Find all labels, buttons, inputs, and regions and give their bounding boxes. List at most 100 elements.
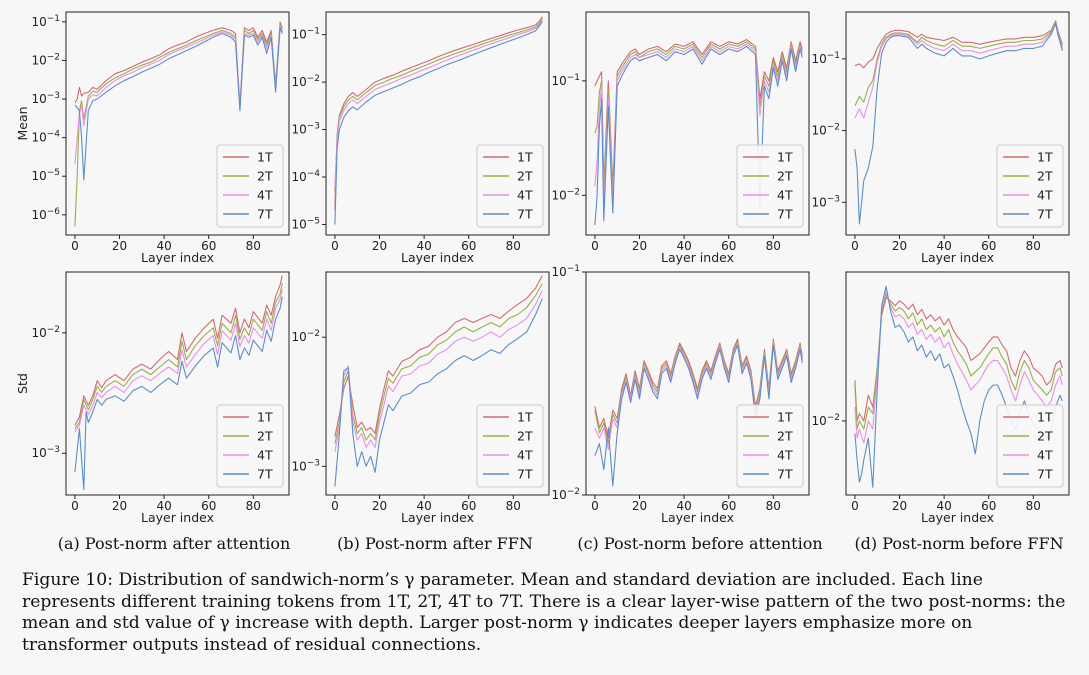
legend-label: 4T [257,188,273,203]
x-tick-label: 40 [156,499,171,513]
x-tick-label: 80 [246,239,261,253]
series-line-4T [854,291,1063,444]
chart-mean-a: 0 20 40 60 80 10−6 10−5 10−4 10−3 10−2 10−1 Layer i… [15,11,290,265]
series-line-2T [334,18,543,192]
x-tick-label: 60 [201,499,216,513]
figure-charts: 0 20 40 60 80 10−6 10−5 10−4 10−3 10−2 10−1 Layer i… [15,11,1070,525]
legend-label: 2T [257,169,273,184]
x-tick-label: 60 [981,499,996,513]
series-line-1T [334,275,543,437]
subcaption-a: (a) Post-norm after attention [57,534,291,553]
x-tick-label: 40 [416,499,431,513]
x-tick-label: 80 [1026,239,1041,253]
y-tick-label: 10−2 [811,123,840,138]
chart-std-a: 0 20 40 60 80 10−3 10−2 Layer index Std 1T 2T 4T 7T [15,271,290,525]
x-tick-label: 60 [201,239,216,253]
series-line-2T [74,23,283,227]
subcaption-c: (c) Post-norm before attention [577,534,823,553]
legend-label: 1T [1037,150,1053,165]
legend-label: 1T [257,410,273,425]
series-line-1T [854,20,1063,69]
x-tick-label: 60 [461,499,476,513]
legend: 1T 2T 4T 7T [476,404,544,488]
figure-caption-label: Figure 10: [22,570,114,590]
y-tick-label: 10−2 [31,52,60,67]
legend-label: 2T [1037,169,1053,184]
y-tick-label: 10−2 [551,187,580,202]
x-tick-label: 20 [112,239,127,253]
subcaption-d: (d) Post-norm before FFN [854,534,1064,553]
x-tick-label: 20 [372,499,387,513]
chart-mean-d: 0 20 40 60 80 10−3 10−2 10−1 Layer index 1T 2T 4T 7T [811,11,1070,265]
x-axis-label: Layer index [921,250,994,265]
legend-box [996,404,1064,488]
y-axis-label: Mean [15,106,30,140]
x-tick-label: 0 [851,239,859,253]
y-tick-label: 10−1 [31,14,60,29]
chart-std-d: 0 20 40 60 80 10−2 Layer index 1T 2T 4T 7T [811,271,1070,525]
series-line-7T [74,27,283,181]
y-tick-label: 10−2 [291,74,320,89]
x-tick-label: 40 [676,499,691,513]
legend-box [476,404,544,488]
series-line-2T [854,21,1063,107]
x-tick-label: 20 [892,239,907,253]
legend: 1T 2T 4T 7T [476,144,544,228]
x-tick-label: 0 [591,499,599,513]
y-tick-label: 10−3 [291,122,320,137]
x-tick-label: 0 [591,239,599,253]
legend-label: 1T [517,410,533,425]
y-tick-label: 10−6 [31,207,60,222]
series-line-7T [334,21,543,225]
legend-label: 7T [517,207,533,222]
legend-label: 2T [257,429,273,444]
legend-label: 4T [777,188,793,203]
legend-label: 2T [1037,429,1053,444]
x-tick-label: 80 [766,499,781,513]
legend-label: 7T [777,207,793,222]
legend-box [476,144,544,228]
series-line-2T [74,282,283,430]
series-line-4T [334,20,543,188]
legend-label: 1T [1037,410,1053,425]
x-axis-label: Layer index [401,250,474,265]
x-tick-label: 0 [71,239,79,253]
series-line-4T [854,22,1063,119]
series-line-2T [854,294,1063,430]
legend-label: 7T [1037,467,1053,482]
legend: 1T 2T 4T 7T [216,404,284,488]
series-line-7T [854,23,1063,225]
x-tick-label: 60 [461,239,476,253]
legend-label: 4T [777,448,793,463]
series-line-2T [334,283,543,444]
x-tick-label: 60 [721,499,736,513]
y-tick-label: 10−2 [291,329,320,344]
legend: 1T 2T 4T 7T [216,144,284,228]
x-tick-label: 20 [892,499,907,513]
y-tick-label: 10−4 [31,130,60,145]
y-tick-label: 10−2 [811,413,840,428]
series-line-7T [594,344,803,487]
legend-label: 1T [777,410,793,425]
legend-box [216,144,284,228]
legend-box [736,144,804,228]
series-line-7T [334,298,543,487]
figure-caption: Figure 10: Distribution of sandwich-norm… [22,570,1072,656]
legend-label: 7T [257,467,273,482]
series-line-1T [74,21,283,109]
chart-mean-b: 0 20 40 60 80 10−5 10−4 10−3 10−2 10−1 Layer index… [291,11,550,265]
subcaption-b: (b) Post-norm after FFN [337,534,533,553]
y-tick-label: 10−1 [551,264,580,279]
x-axis-label: Layer index [661,510,734,525]
x-tick-label: 20 [372,239,387,253]
x-tick-label: 0 [851,499,859,513]
x-tick-label: 80 [506,499,521,513]
legend-label: 4T [1037,188,1053,203]
legend-label: 7T [517,467,533,482]
x-tick-label: 80 [246,499,261,513]
legend-box [736,404,804,488]
x-axis-label: Layer index [401,510,474,525]
x-tick-label: 80 [506,239,521,253]
legend-label: 1T [257,150,273,165]
series-line-1T [334,16,543,211]
